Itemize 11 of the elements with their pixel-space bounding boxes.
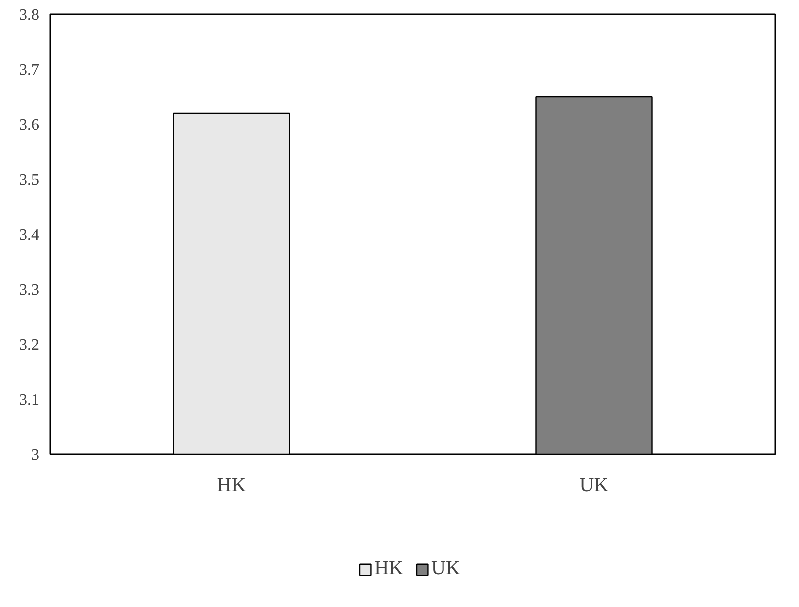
legend-label: UK [431, 558, 460, 580]
y-tick-label: 3.6 [20, 117, 40, 134]
y-tick-label: 3.5 [20, 172, 40, 189]
y-tick-label: 3.8 [20, 7, 40, 24]
y-tick-label: 3 [32, 447, 40, 464]
y-tick-label: 3.1 [20, 392, 40, 409]
y-tick-label: 3.3 [20, 282, 40, 299]
y-tick-label: 3.2 [20, 337, 40, 354]
legend-label: HK [374, 558, 404, 580]
y-tick-label: 3.7 [20, 62, 40, 79]
y-tick-label: 3.4 [20, 227, 40, 244]
